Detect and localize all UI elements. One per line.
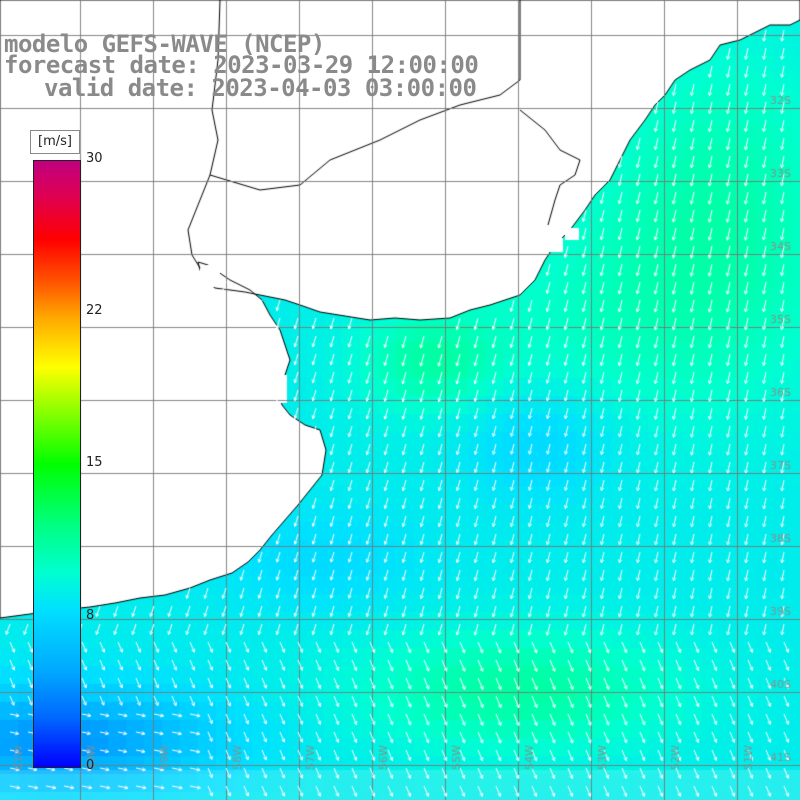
colorbar-unit-label: [m/s] — [30, 130, 80, 154]
colorbar-tick-8: 8 — [86, 608, 95, 623]
colorbar-tick-15: 15 — [86, 455, 103, 470]
valid-date: valid date: 2023-04-03 03:00:00 — [44, 74, 477, 102]
colorbar-tick-0: 0 — [86, 758, 95, 773]
colorbar-tick-30: 30 — [86, 151, 103, 166]
colorbar-tick-22: 22 — [86, 303, 103, 318]
forecast-date: forecast date: 2023-03-29 12:00:00 — [4, 51, 479, 79]
colorbar — [33, 160, 81, 768]
model-title: modelo GEFS-WAVE (NCEP) — [4, 30, 325, 58]
